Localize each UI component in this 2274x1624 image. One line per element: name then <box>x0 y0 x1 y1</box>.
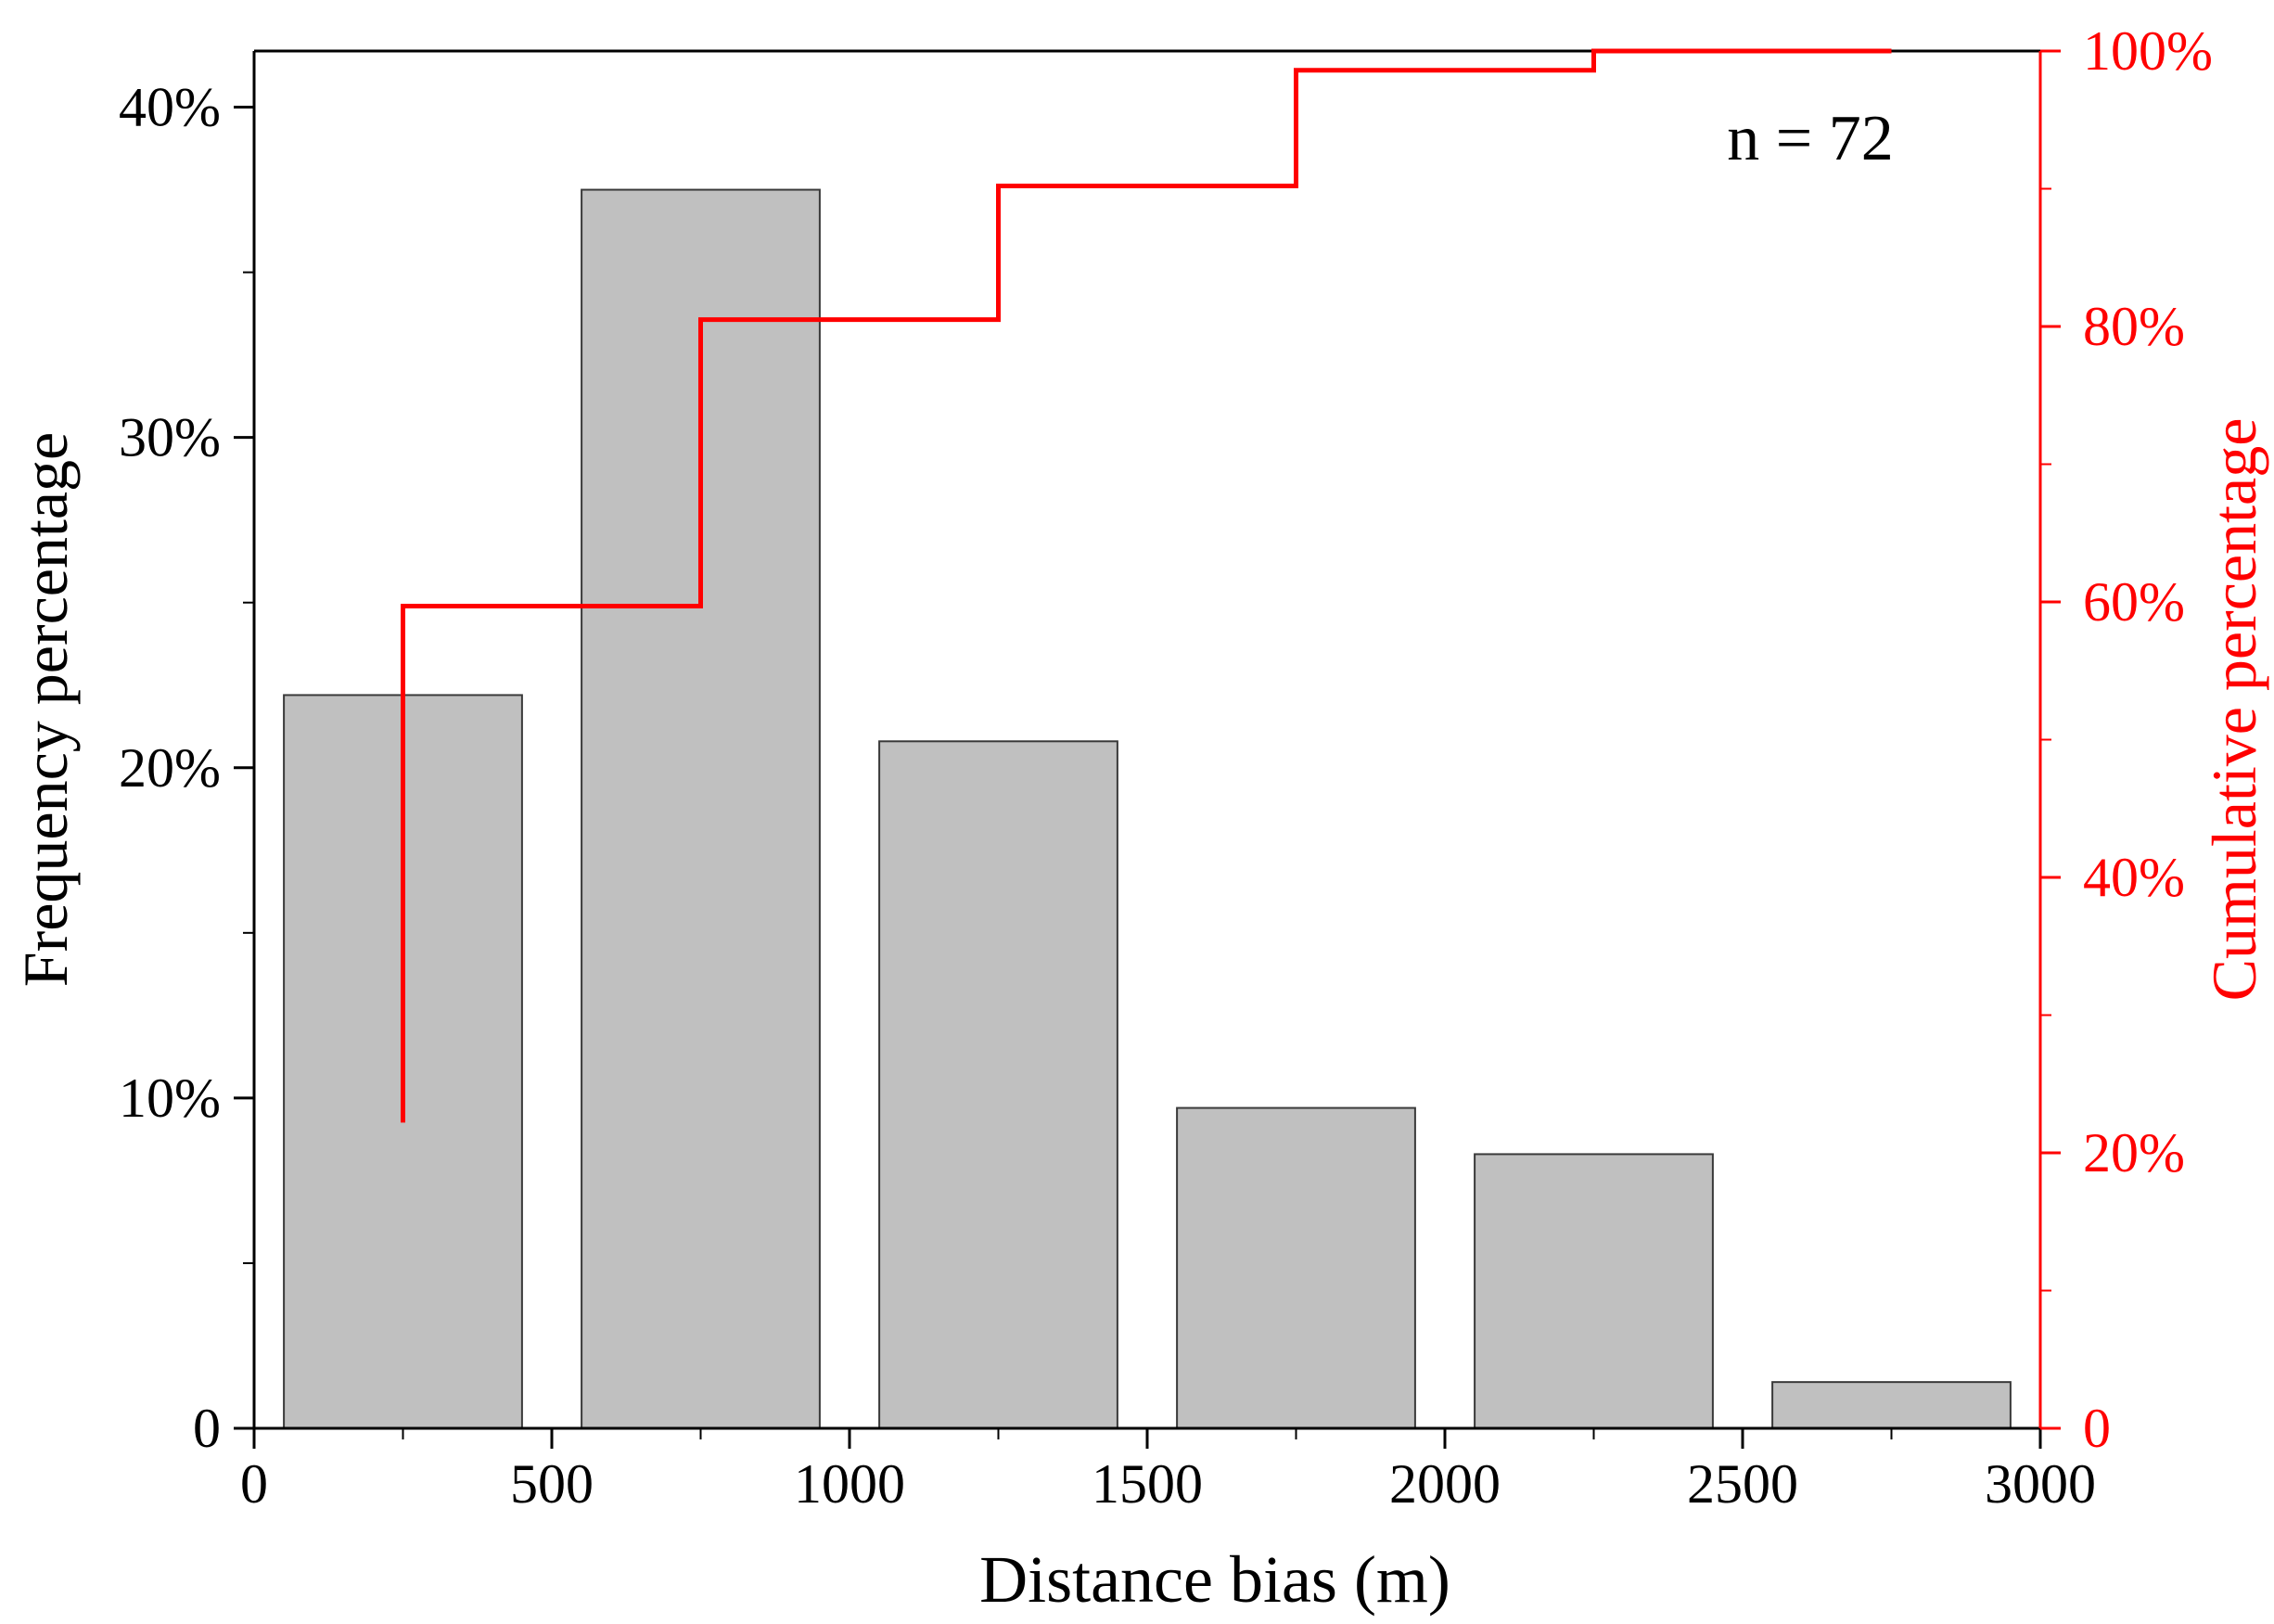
axes-layer: 0 500 1000 1500 2000 2500 3000010%20%30%40%020… <box>119 20 2213 1515</box>
x-tick-label: 0 <box>240 1453 268 1515</box>
y-right-tick-label: 80% <box>2083 296 2185 357</box>
x-axis-title: Distance bias (m) <box>979 1542 1450 1617</box>
x-tick-label: 1500 <box>1092 1453 1203 1515</box>
y-left-tick-label: 40% <box>119 77 221 138</box>
bar-3 <box>878 740 1118 1429</box>
y-right-tick-label: 60% <box>2083 571 2185 633</box>
x-tick-label: 1000 <box>794 1453 905 1515</box>
cumulative-line <box>401 48 1892 1123</box>
y-left-tick-label: 10% <box>119 1068 221 1129</box>
y-left-axis-title: Frequency percentage <box>10 432 81 987</box>
annotation-n: n = 72 <box>1727 103 1893 174</box>
bar-5 <box>1474 1153 1714 1429</box>
y-right-tick-label: 20% <box>2083 1122 2185 1183</box>
x-tick-label: 500 <box>510 1453 594 1515</box>
cumulative-layer <box>401 48 1892 1123</box>
y-right-axis-title: Cumulative percentage <box>2199 418 2269 1002</box>
x-tick-label: 2000 <box>1389 1453 1501 1515</box>
bar-6 <box>1771 1381 2012 1430</box>
y-right-tick-label: 40% <box>2083 847 2185 908</box>
y-right-tick-label: 0 <box>2083 1398 2111 1459</box>
y-left-tick-label: 30% <box>119 407 221 468</box>
bar-4 <box>1176 1106 1416 1429</box>
y-left-tick-label: 20% <box>119 737 221 799</box>
bars-layer <box>283 188 2012 1430</box>
y-right-tick-label: 100% <box>2083 20 2213 82</box>
labels-layer: n = 72 Distance bias (m) Frequency perce… <box>10 103 2269 1617</box>
y-left-tick-label: 0 <box>193 1398 221 1459</box>
x-tick-label: 2500 <box>1687 1453 1798 1515</box>
x-tick-label: 3000 <box>1985 1453 2096 1515</box>
